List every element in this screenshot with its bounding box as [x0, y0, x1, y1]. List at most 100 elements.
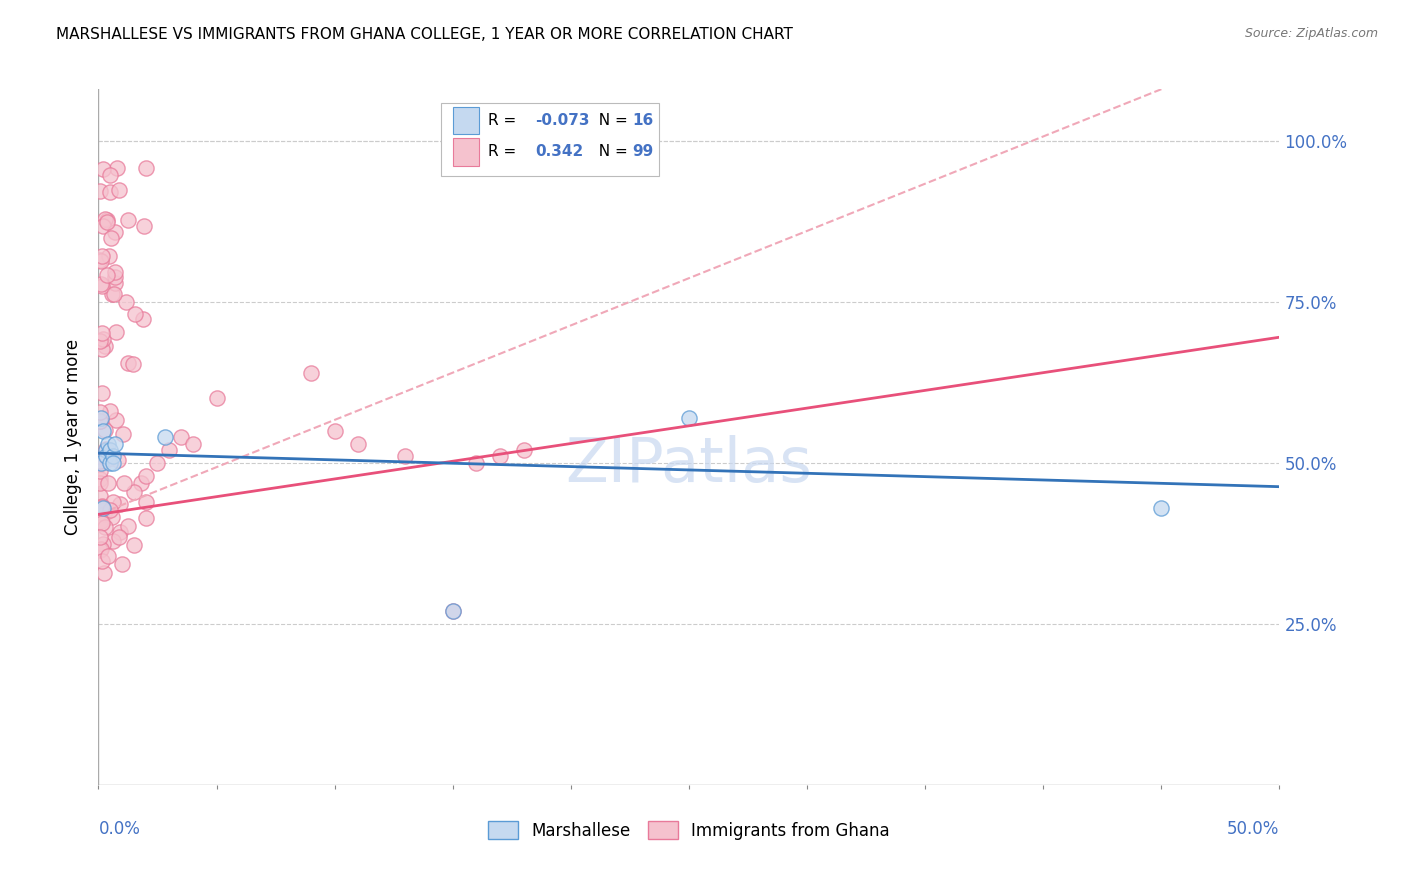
- Point: [91, 516, 114, 531]
- Point: [101, 456, 124, 470]
- Point: [111, 558, 134, 572]
- Legend: Marshallese, Immigrants from Ghana: Marshallese, Immigrants from Ghana: [482, 814, 896, 847]
- Point: [90, 279, 112, 293]
- Point: [205, 392, 228, 406]
- Point: [98, 442, 121, 457]
- Point: [394, 450, 416, 464]
- Point: [90, 456, 112, 470]
- Point: [117, 356, 139, 370]
- Point: [89, 489, 111, 503]
- Point: [97, 249, 120, 263]
- Point: [97, 549, 120, 564]
- Point: [124, 307, 146, 321]
- Text: -0.073: -0.073: [536, 113, 591, 128]
- Point: [94, 520, 117, 534]
- Point: [100, 231, 122, 245]
- Point: [90, 410, 112, 425]
- Text: N =: N =: [589, 145, 633, 160]
- Point: [101, 495, 124, 509]
- Point: [93, 212, 115, 227]
- Point: [93, 454, 115, 468]
- Point: [441, 604, 464, 618]
- Point: [108, 497, 131, 511]
- Point: [135, 511, 157, 525]
- Point: [89, 530, 111, 544]
- Point: [91, 249, 114, 263]
- Point: [117, 212, 139, 227]
- Point: [94, 442, 117, 457]
- Point: [103, 276, 125, 290]
- Point: [122, 485, 145, 500]
- Point: [441, 604, 464, 618]
- Point: [91, 342, 114, 356]
- Text: R =: R =: [488, 145, 526, 160]
- Point: [91, 499, 114, 513]
- Point: [93, 507, 115, 521]
- Point: [96, 268, 118, 283]
- Point: [512, 442, 534, 457]
- Point: [181, 436, 204, 450]
- Point: [97, 475, 120, 490]
- Point: [89, 413, 111, 427]
- Point: [91, 500, 114, 515]
- Text: MARSHALLESE VS IMMIGRANTS FROM GHANA COLLEGE, 1 YEAR OR MORE CORRELATION CHART: MARSHALLESE VS IMMIGRANTS FROM GHANA COL…: [56, 27, 793, 42]
- Point: [90, 541, 112, 556]
- Point: [100, 287, 122, 301]
- Point: [323, 424, 346, 438]
- Point: [157, 442, 180, 457]
- Point: [105, 161, 128, 175]
- Point: [105, 413, 128, 427]
- Point: [135, 495, 157, 509]
- Point: [129, 476, 152, 491]
- Point: [122, 538, 145, 552]
- Point: [93, 566, 115, 581]
- Point: [96, 215, 118, 229]
- Point: [100, 510, 122, 524]
- Point: [104, 225, 127, 239]
- Text: R =: R =: [488, 113, 522, 128]
- Point: [101, 534, 124, 549]
- Point: [97, 452, 120, 467]
- Point: [91, 162, 114, 177]
- Point: [170, 430, 193, 444]
- Point: [94, 423, 117, 437]
- Point: [98, 185, 121, 199]
- Text: N =: N =: [589, 113, 633, 128]
- Point: [89, 334, 111, 348]
- Point: [98, 403, 121, 417]
- Point: [89, 414, 111, 428]
- Point: [89, 457, 111, 471]
- Point: [98, 456, 121, 470]
- Point: [90, 514, 112, 528]
- Point: [115, 295, 138, 310]
- Point: [89, 253, 111, 268]
- Point: [135, 468, 157, 483]
- Point: [97, 436, 120, 450]
- Point: [94, 450, 117, 464]
- Point: [98, 503, 121, 517]
- Point: [89, 405, 111, 419]
- Point: [94, 339, 117, 353]
- Text: 50.0%: 50.0%: [1227, 820, 1279, 838]
- Point: [132, 219, 155, 233]
- Point: [89, 253, 111, 268]
- Point: [678, 410, 700, 425]
- FancyBboxPatch shape: [441, 103, 659, 177]
- Point: [347, 436, 370, 450]
- Y-axis label: College, 1 year or more: College, 1 year or more: [65, 339, 83, 535]
- Point: [98, 168, 121, 182]
- Point: [89, 184, 111, 198]
- Point: [153, 430, 176, 444]
- Point: [91, 332, 114, 346]
- Point: [103, 265, 125, 279]
- Point: [135, 161, 157, 175]
- Point: [96, 212, 118, 227]
- FancyBboxPatch shape: [453, 138, 478, 166]
- Text: Source: ZipAtlas.com: Source: ZipAtlas.com: [1244, 27, 1378, 40]
- Text: 0.0%: 0.0%: [98, 820, 141, 838]
- Point: [117, 519, 139, 533]
- Point: [91, 219, 114, 234]
- Point: [489, 450, 512, 464]
- FancyBboxPatch shape: [453, 106, 478, 135]
- Point: [103, 287, 125, 301]
